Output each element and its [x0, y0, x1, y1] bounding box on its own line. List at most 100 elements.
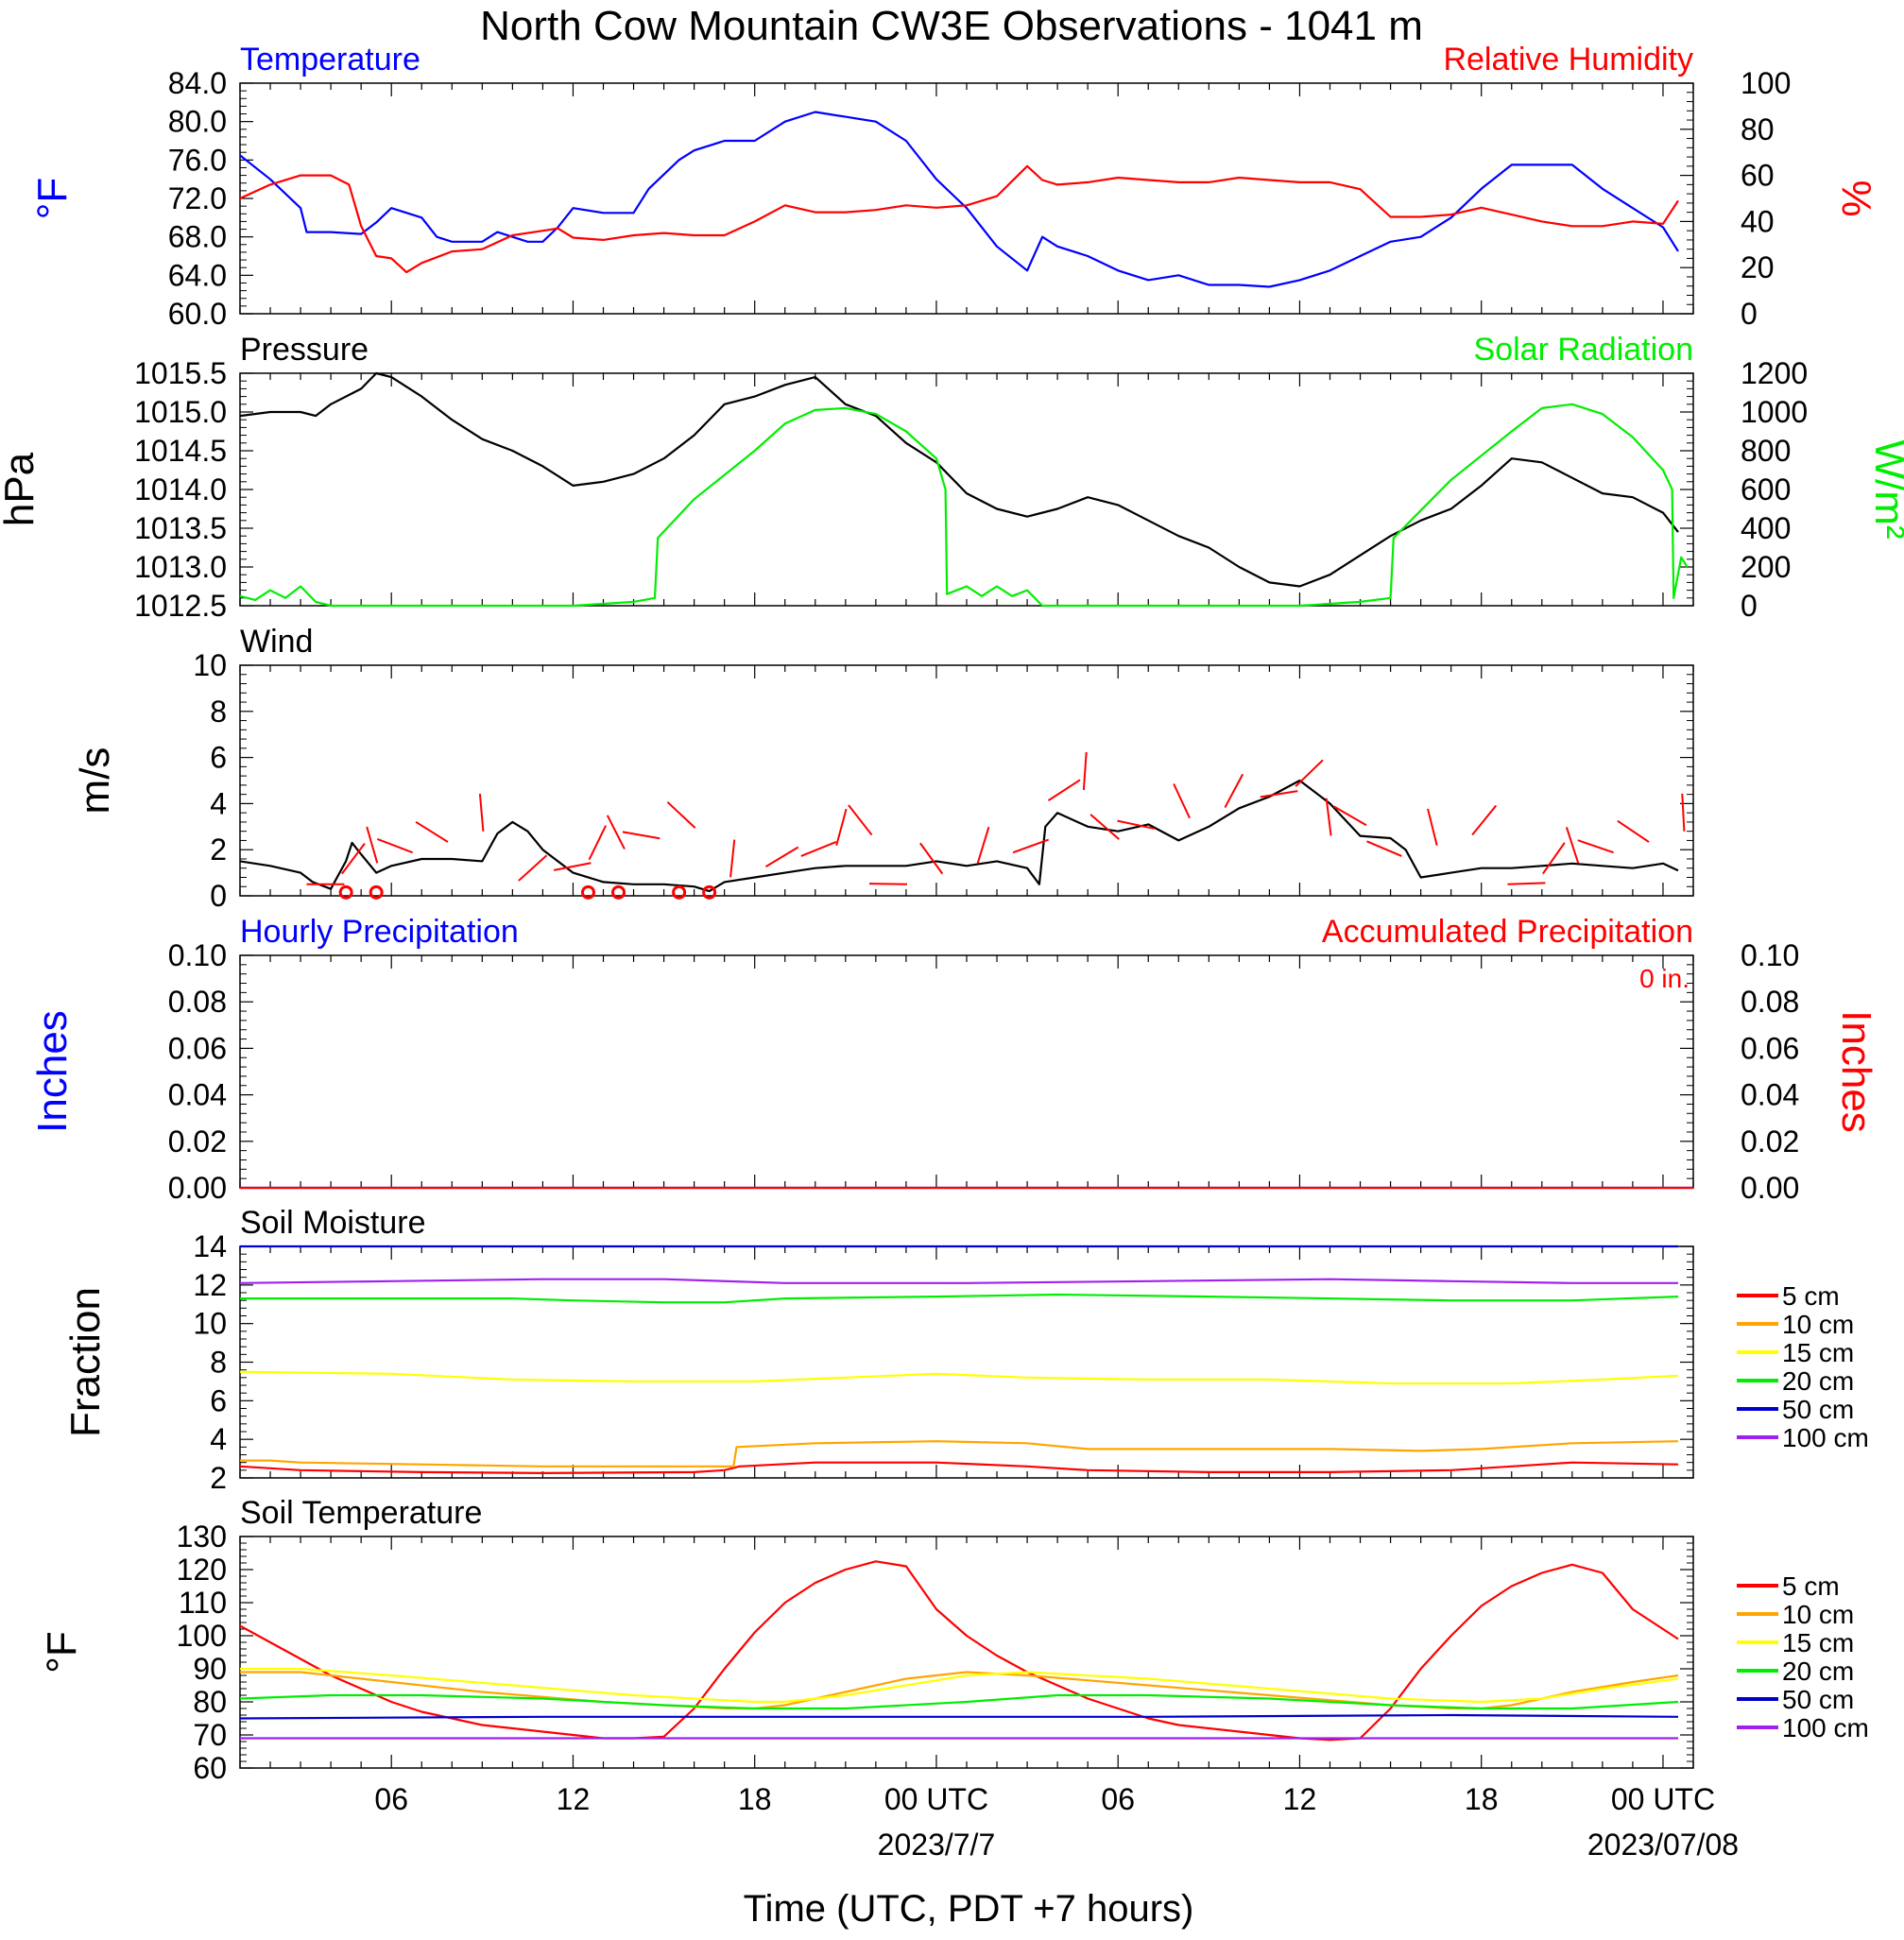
wind-barb	[606, 815, 626, 850]
y-right-tick-label: 80	[1741, 112, 1775, 146]
y-tick-label: 0.02	[168, 1125, 227, 1159]
x-date-label: 2023/7/7	[878, 1828, 996, 1862]
calm-wind-marker	[611, 884, 626, 900]
legend-label: 10 cm	[1782, 1310, 1854, 1339]
y-right-tick-label: 800	[1741, 434, 1791, 468]
series-line-left	[239, 111, 1679, 288]
y-tick-label: 0.04	[168, 1078, 227, 1112]
wind-barb	[1082, 751, 1088, 790]
wind-barb	[1047, 779, 1081, 801]
legend-label: 5 cm	[1782, 1571, 1840, 1601]
x-tick-label: 18	[738, 1782, 772, 1816]
y-right-tick-label: 0.02	[1741, 1125, 1799, 1159]
y-tick-label: 76.0	[168, 143, 227, 177]
y-tick-label: 10	[193, 1307, 227, 1341]
series-line-20-cm	[240, 1293, 1679, 1304]
wind-barb	[835, 808, 848, 847]
y-tick-label: 90	[193, 1652, 227, 1686]
panel-frame	[239, 664, 1694, 897]
wind-barb	[729, 839, 736, 878]
y-right-tick-label: 200	[1741, 550, 1791, 584]
left-unit-label: hPa	[0, 452, 43, 526]
wind-barb	[1012, 838, 1050, 854]
y-tick-label: 14	[193, 1229, 227, 1263]
y-right-tick-label: 600	[1741, 472, 1791, 506]
y-right-tick-label: 0.06	[1741, 1031, 1799, 1065]
panel-title-left: Wind	[240, 624, 313, 660]
panel-title-right: Relative Humidity	[1443, 42, 1693, 77]
y-right-tick-label: 60	[1741, 159, 1775, 193]
wind-barb	[1325, 798, 1332, 836]
y-tick-label: 120	[177, 1553, 227, 1587]
panel-title-left: Soil Moisture	[240, 1205, 426, 1241]
legend-label: 100 cm	[1782, 1423, 1869, 1452]
y-tick-label: 1013.0	[134, 550, 227, 584]
series-line-right	[239, 403, 1689, 608]
x-tick-label: 12	[1283, 1782, 1317, 1816]
calm-wind-marker	[580, 884, 595, 900]
panel-frame	[239, 954, 1694, 1189]
precip-total-annotation: 0 in.	[1639, 964, 1690, 993]
series-line-50-cm	[239, 1713, 1679, 1720]
wind-barb	[1173, 783, 1191, 819]
wind-barb	[1565, 827, 1580, 864]
y-tick-label: 1014.0	[134, 472, 227, 506]
y-tick-label: 8	[210, 695, 227, 729]
panel-title-right: Accumulated Precipitation	[1322, 914, 1693, 950]
y-right-tick-label: 0	[1741, 589, 1758, 623]
series-line-right	[239, 164, 1679, 274]
series-line-left	[239, 371, 1679, 588]
series-line-100-cm	[239, 1278, 1678, 1284]
wind-barb	[1089, 814, 1120, 840]
y-tick-label: 70	[193, 1718, 227, 1752]
wind-barb	[1427, 808, 1438, 846]
y-tick-label: 1014.5	[134, 434, 227, 468]
panel-title-right: Solar Radiation	[1474, 332, 1693, 368]
panels: 60.064.068.072.076.080.084.0020406080100…	[0, 42, 1904, 1785]
y-right-tick-label: 0.08	[1741, 985, 1799, 1019]
right-unit-label: W/m²	[1866, 439, 1904, 539]
y-tick-label: 8	[210, 1346, 227, 1380]
left-unit-label: °F	[29, 178, 76, 219]
y-tick-label: 100	[177, 1619, 227, 1653]
left-unit-label: Inches	[29, 1010, 76, 1133]
y-tick-label: 60	[193, 1751, 227, 1785]
wind-barb	[553, 862, 592, 871]
wind-barb	[1617, 819, 1650, 843]
left-unit-label: °F	[39, 1631, 85, 1673]
wind-barb	[376, 837, 413, 854]
series-line-5-cm	[239, 1461, 1679, 1474]
wind-barb	[1542, 842, 1566, 875]
calm-wind-marker	[369, 884, 384, 900]
y-right-tick-label: 100	[1741, 66, 1791, 100]
y-tick-label: 4	[210, 1422, 227, 1456]
y-tick-label: 60.0	[168, 297, 227, 331]
wind-barb	[1117, 819, 1155, 830]
y-tick-label: 10	[193, 648, 227, 682]
left-unit-label: m/s	[72, 747, 118, 815]
y-tick-label: 1015.5	[134, 356, 227, 390]
panel-frame	[239, 82, 1694, 315]
wind-barb	[1507, 882, 1546, 885]
wind-barb	[366, 826, 379, 864]
wind-barb	[1260, 790, 1298, 798]
calm-wind-marker	[672, 884, 687, 900]
wind-barb	[848, 804, 873, 836]
series-line-main	[239, 779, 1679, 893]
x-axis-label: Time (UTC, PDT +7 hours)	[744, 1888, 1194, 1930]
y-tick-label: 6	[210, 1383, 227, 1417]
legend-label: 20 cm	[1782, 1657, 1854, 1686]
panel-title-left: Pressure	[240, 332, 369, 368]
y-right-tick-label: 0.04	[1741, 1078, 1799, 1112]
legend-label: 100 cm	[1782, 1713, 1869, 1743]
left-unit-label: Fraction	[62, 1287, 109, 1437]
legend-label: 50 cm	[1782, 1395, 1854, 1424]
x-tick-label: 00 UTC	[884, 1782, 988, 1816]
wind-barb	[919, 842, 944, 875]
y-tick-label: 1015.0	[134, 395, 227, 429]
figure-title: North Cow Mountain CW3E Observations - 1…	[480, 3, 1423, 49]
y-right-tick-label: 0	[1741, 297, 1758, 331]
y-tick-label: 1013.5	[134, 511, 227, 545]
y-tick-label: 130	[177, 1519, 227, 1554]
y-right-tick-label: 1000	[1741, 395, 1808, 429]
